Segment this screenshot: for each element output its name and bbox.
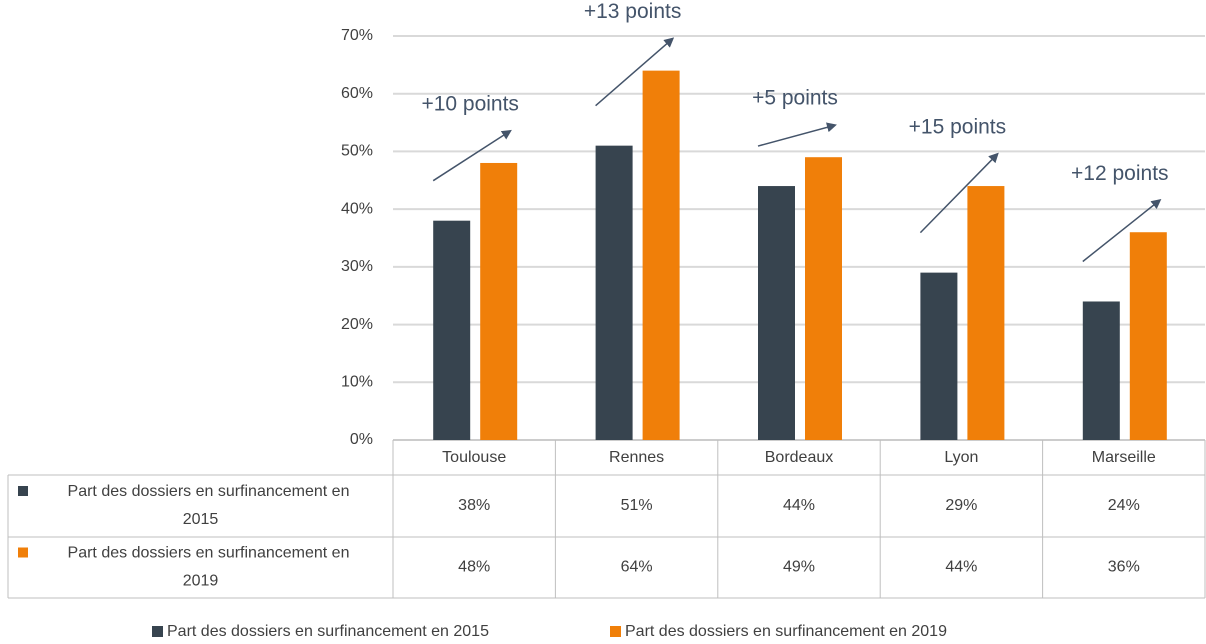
bar bbox=[595, 145, 633, 440]
annotation: +13 points bbox=[584, 0, 682, 23]
x-tick-label: Bordeaux bbox=[765, 449, 834, 466]
legend-label: Part des dossiers en surfinancement en 2… bbox=[167, 623, 489, 640]
bar bbox=[805, 157, 842, 440]
x-tick-label: Marseille bbox=[1092, 449, 1156, 466]
table-value: 51% bbox=[621, 497, 653, 514]
annotation: +15 points bbox=[909, 116, 1007, 139]
table-value: 36% bbox=[1108, 559, 1140, 576]
annotation: +10 points bbox=[421, 93, 519, 116]
legend-swatch bbox=[610, 626, 621, 637]
y-tick-label: 40% bbox=[341, 200, 373, 217]
annotation-arrow bbox=[432, 129, 512, 182]
row-header: Part des dossiers en surfinancement en 20… bbox=[68, 483, 350, 528]
y-tick-label: 10% bbox=[341, 374, 373, 391]
table-value: 49% bbox=[783, 559, 815, 576]
bar bbox=[1129, 232, 1167, 440]
annotation-arrow bbox=[1082, 198, 1162, 263]
bar bbox=[920, 272, 958, 440]
bar bbox=[433, 220, 471, 440]
y-tick-label: 60% bbox=[341, 85, 373, 102]
bar bbox=[1082, 301, 1120, 440]
y-tick-label: 30% bbox=[341, 258, 373, 275]
x-tick-label: Lyon bbox=[944, 449, 978, 466]
table-value: 38% bbox=[458, 497, 490, 514]
table-value: 44% bbox=[783, 497, 815, 514]
x-tick-label: Rennes bbox=[609, 449, 664, 466]
legend-swatch bbox=[152, 626, 163, 637]
table-value: 44% bbox=[945, 559, 977, 576]
row-key bbox=[18, 547, 28, 558]
bar bbox=[967, 186, 1005, 440]
row-header: Part des dossiers en surfinancement en 20… bbox=[68, 545, 350, 590]
annotation-arrow bbox=[757, 122, 837, 147]
annotation-arrow bbox=[595, 37, 675, 107]
bar bbox=[758, 186, 795, 440]
row-key bbox=[18, 486, 28, 496]
y-tick-label: 20% bbox=[341, 316, 373, 333]
table-value: 24% bbox=[1108, 497, 1140, 514]
annotation: +5 points bbox=[752, 87, 838, 110]
annotation: +12 points bbox=[1071, 162, 1169, 185]
y-tick-label: 70% bbox=[341, 27, 373, 44]
x-tick-label: Toulouse bbox=[442, 449, 506, 466]
bar bbox=[480, 162, 518, 440]
y-tick-label: 0% bbox=[350, 431, 373, 448]
table-value: 64% bbox=[621, 559, 653, 576]
legend-label: Part des dossiers en surfinancement en 2… bbox=[625, 623, 947, 640]
annotation-arrow bbox=[919, 152, 999, 234]
table-value: 29% bbox=[945, 497, 977, 514]
table-value: 48% bbox=[458, 559, 490, 576]
y-tick-label: 50% bbox=[341, 143, 373, 160]
bar bbox=[642, 70, 680, 440]
